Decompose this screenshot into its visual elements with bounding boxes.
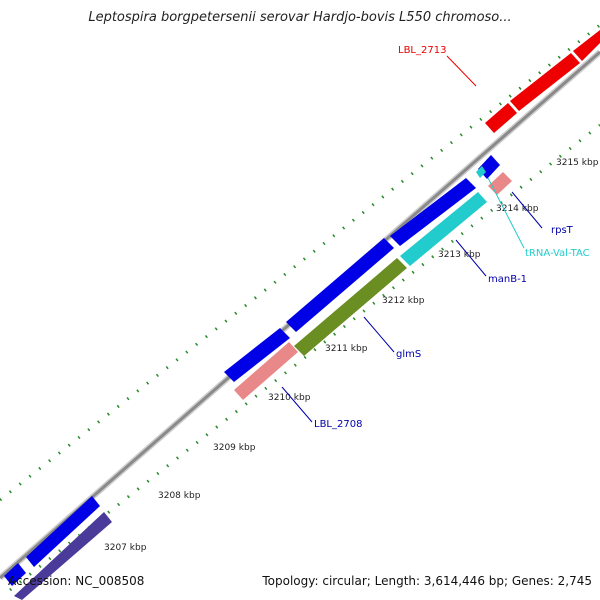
tick-label: 3211 kbp (325, 344, 368, 354)
tick-label: 3212 kbp (382, 296, 425, 306)
map-title: Leptospira borgpetersenii serovar Hardjo… (88, 10, 512, 25)
gene-label-LBL_2708: LBL_2708 (314, 419, 362, 430)
tick-label: 3209 kbp (213, 443, 256, 453)
tick-label: 3207 kbp (104, 543, 147, 553)
gene-arrow (510, 53, 580, 111)
leader-LBL_2708 (281, 386, 313, 423)
blue-cds-track (4, 155, 500, 586)
tick-labels: 3207 kbp 3208 kbp 3209 kbp 3210 kbp 3211 kbp… (104, 158, 599, 553)
gene-rpsT-pink (488, 172, 512, 195)
leader-rpsT (511, 191, 543, 229)
outer-dotted-track (0, 23, 600, 502)
tick-label: 3213 kbp (438, 250, 481, 260)
gene-manB-1-cyan (400, 192, 487, 266)
gene-label-LBL_2713: LBL_2713 (398, 45, 446, 56)
tick-label: 3210 kbp (268, 393, 311, 403)
gene-arrow (485, 103, 517, 133)
gene-glmS-blue (286, 238, 394, 332)
gene-glmS-olive (294, 258, 407, 356)
gene-label-rpsT: rpsT (551, 225, 574, 236)
gene-labels: LBL_2713 rpsT tRNA-Val-TAC manB-1 glmS L… (314, 45, 590, 430)
inner-feature-track (14, 166, 512, 600)
gene-label-glmS: glmS (396, 349, 421, 360)
inner-dotted-track (9, 123, 600, 592)
gene-blue (224, 328, 290, 382)
leader-glmS (363, 316, 395, 353)
tick-label: 3215 kbp (556, 158, 599, 168)
gene-manB-1 (390, 178, 476, 246)
gene-dark-lower (14, 512, 112, 600)
tick-label: 3214 kbp (496, 204, 539, 214)
gene-label-tRNA-Val-TAC: tRNA-Val-TAC (525, 248, 590, 259)
accession-text: Accession: NC_008508 (8, 574, 145, 588)
leader-LBL_2713 (446, 55, 477, 87)
leader-tRNA (487, 177, 525, 249)
gene-LBL_2708-pink (234, 342, 298, 400)
gene-arrow (573, 30, 600, 61)
topology-summary: Topology: circular; Length: 3,614,446 bp… (262, 574, 592, 588)
gene-blue-lower (26, 496, 100, 567)
gene-LBL_2713 (485, 30, 600, 133)
trna-val-tac (476, 166, 486, 178)
leader-manB-1 (455, 239, 487, 277)
tick-label: 3208 kbp (158, 491, 201, 501)
gene-blue-lower-2 (4, 563, 26, 586)
label-leaders (281, 55, 543, 423)
gene-label-manB-1: manB-1 (488, 274, 527, 285)
